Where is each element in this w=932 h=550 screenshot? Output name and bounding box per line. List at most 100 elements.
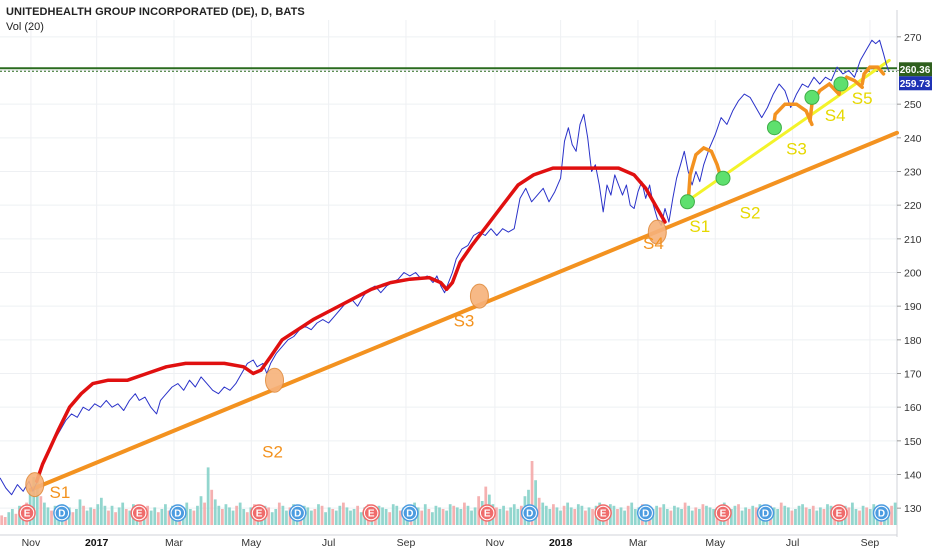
- volume-bar: [502, 505, 505, 525]
- volume-bar: [10, 509, 14, 525]
- volume-bar: [530, 461, 534, 525]
- volume-bar: [103, 505, 107, 525]
- support-marker-orange: [265, 367, 285, 393]
- event-marker-label: D: [762, 509, 769, 520]
- volume-bar: [249, 507, 253, 525]
- volume-bar: [754, 507, 758, 525]
- volume-bar: [669, 510, 673, 525]
- volume-bar: [658, 507, 662, 525]
- dividend-marker-fill: [523, 506, 536, 520]
- dividend-marker-fill: [875, 506, 888, 520]
- volume-bar: [39, 496, 43, 525]
- volume-bar: [146, 505, 149, 525]
- x-axis-tick-label: 2017: [85, 537, 109, 549]
- earnings-marker-fill: [596, 506, 610, 520]
- price-tag-last: 259.73: [899, 76, 932, 91]
- volume-bar: [32, 477, 36, 525]
- y-axis-tick-label: 190: [904, 301, 922, 313]
- volume-bar: [537, 497, 541, 525]
- volume-bar: [231, 510, 235, 525]
- volume-bar: [242, 509, 246, 525]
- volume-bar: [423, 504, 427, 525]
- y-axis-tick-label: 210: [904, 234, 922, 246]
- volume-bar: [391, 504, 395, 525]
- volume-bar: [737, 504, 740, 525]
- volume-bar: [705, 505, 708, 525]
- volume-bar: [697, 509, 701, 525]
- volume-bar: [815, 510, 819, 525]
- volume-bar: [534, 480, 537, 525]
- y-axis-tick-label: 180: [904, 335, 922, 347]
- volume-bar: [587, 507, 591, 525]
- y-axis-tick-label: 230: [904, 167, 922, 179]
- chart-header: UNITEDHEALTH GROUP INCORPORATED (DE), D,…: [6, 6, 305, 33]
- volume-bar: [434, 505, 438, 525]
- volume-bar: [82, 505, 85, 525]
- x-axis: Nov 2017 Mar May Jul Sep Nov 2018 Mar May Jul Sep: [0, 534, 897, 549]
- support-marker-green: [679, 194, 695, 210]
- volume-bar: [416, 507, 420, 525]
- volume-bar: [822, 509, 826, 525]
- volume-bar: [270, 512, 274, 525]
- volume-bar: [826, 504, 829, 525]
- volume-bar: [580, 505, 584, 525]
- volume-bar: [854, 509, 858, 525]
- volume-bar: [384, 509, 388, 525]
- volume-bar: [324, 512, 327, 525]
- volume-bar: [701, 504, 705, 525]
- volume-indicator-label[interactable]: Vol (20): [6, 21, 44, 33]
- volume-bar: [334, 510, 338, 525]
- support-marker-orange: [25, 472, 45, 498]
- volume-bar: [192, 510, 196, 525]
- volume-bar: [687, 505, 691, 525]
- volume-bar: [331, 509, 335, 525]
- volume-bar: [555, 507, 559, 525]
- support-label-yellow: S3: [786, 140, 807, 159]
- support-marker-green: [715, 170, 731, 186]
- y-axis-tick-label: 130: [904, 503, 922, 515]
- x-axis-tick-label: Sep: [861, 537, 880, 549]
- volume-bar: [92, 509, 96, 525]
- volume-bar: [751, 505, 755, 525]
- x-axis-tick-label: Jul: [786, 537, 799, 549]
- volume-bar: [665, 509, 669, 525]
- grid-lines: [0, 20, 897, 525]
- volume-bar: [495, 507, 498, 525]
- volume-bar: [851, 502, 854, 525]
- chart-title: UNITEDHEALTH GROUP INCORPORATED (DE), D,…: [6, 6, 305, 18]
- volume-bar: [35, 480, 39, 525]
- volume-bar: [541, 502, 545, 525]
- volume-bar: [772, 507, 776, 525]
- x-axis-tick-label: Nov: [486, 537, 505, 549]
- support-marker-green: [833, 76, 849, 92]
- volume-bar: [552, 504, 555, 525]
- event-marker-label: D: [642, 509, 649, 520]
- volume-bar: [804, 507, 808, 525]
- volume-bar: [245, 512, 249, 525]
- x-axis-tick-label: 2018: [549, 537, 573, 549]
- volume-bar: [516, 509, 520, 525]
- volume-bar: [566, 502, 570, 525]
- y-axis-tick-label: 170: [904, 369, 922, 381]
- volume-bar: [85, 510, 89, 525]
- volume-bar: [317, 504, 320, 525]
- volume-bar: [124, 509, 128, 525]
- event-marker-label: D: [294, 509, 301, 520]
- dividend-marker-fill: [403, 506, 417, 520]
- price-tag-last-bg: [899, 76, 932, 91]
- volume-bar: [463, 502, 466, 525]
- volume-bar: [559, 510, 562, 525]
- volume-bar: [858, 510, 861, 525]
- volume-bar: [790, 510, 794, 525]
- volume-bar: [452, 505, 456, 525]
- earnings-marker-fill: [716, 506, 730, 520]
- volume-bar: [673, 505, 676, 525]
- volume-bar: [512, 504, 516, 525]
- volume-bar: [128, 510, 132, 525]
- support-label-yellow: S1: [689, 217, 710, 236]
- volume-bar: [616, 509, 619, 525]
- volume-bar: [797, 505, 801, 525]
- x-axis-tick-label: Nov: [22, 537, 41, 549]
- volume-bar: [196, 505, 199, 525]
